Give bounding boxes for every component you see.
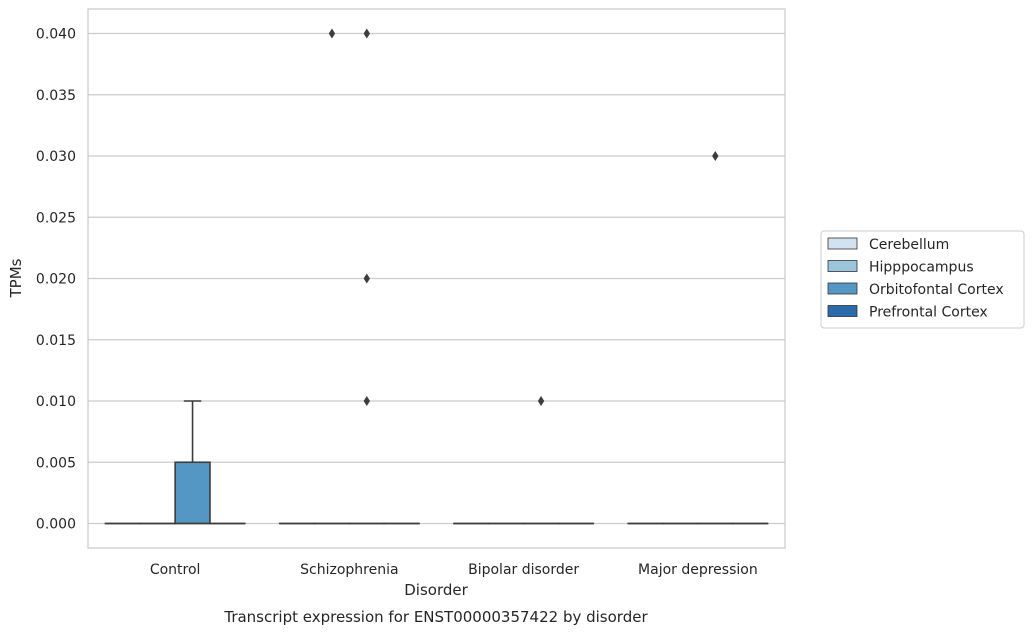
- x-tick-labels: Control Schizophrenia Bipolar disorder Majo…: [150, 562, 758, 578]
- legend-swatch: [827, 305, 858, 317]
- outlier-point: [328, 28, 336, 39]
- box-body: [174, 461, 211, 525]
- legend-frame: [820, 230, 1025, 329]
- legend-label: Hipppocampus: [869, 260, 974, 276]
- outlier-point: [537, 396, 545, 406]
- y-tick-label: 0.030: [36, 149, 76, 165]
- chart-caption: Transcript expression for ENST0000035742…: [223, 608, 648, 626]
- y-tick-label: 0.000: [36, 517, 76, 533]
- y-tick-label: 0.025: [36, 210, 76, 226]
- boxes: [104, 28, 769, 525]
- x-axis-label: Disorder: [404, 581, 468, 599]
- box-orbitofontal-cortex: [522, 396, 560, 525]
- legend-label: Prefrontal Cortex: [869, 305, 988, 321]
- outlier-point: [363, 28, 370, 39]
- y-tick-labels: 0.000 0.005 0.010 0.015 0.020 0.025 0.030 0.035…: [36, 27, 76, 533]
- outlier-point: [363, 273, 370, 284]
- y-axis-label: TPMs: [7, 258, 25, 298]
- y-tick-label: 0.035: [36, 88, 76, 104]
- x-tick-label: Bipolar disorder: [468, 562, 579, 578]
- legend-swatch: [827, 237, 858, 250]
- legend-swatch: [827, 260, 858, 272]
- legend: Cerebellum Hipppocampus Orbitofontal Corte…: [820, 230, 1025, 329]
- legend-label: Orbitofontal Cortex: [869, 282, 1004, 298]
- outlier-point: [712, 151, 719, 161]
- x-tick-label: Schizophrenia: [300, 562, 398, 578]
- plot-frame: [87, 8, 786, 549]
- x-tick-label: Major depression: [638, 562, 758, 578]
- y-tick-label: 0.020: [36, 272, 76, 288]
- x-tick-label: Control: [150, 562, 201, 578]
- legend-label: Cerebellum: [869, 237, 949, 253]
- y-tick-label: 0.040: [36, 27, 76, 43]
- legend-swatch: [827, 282, 858, 295]
- y-tick-label: 0.005: [36, 455, 76, 471]
- box-orbitofontal-cortex: [174, 400, 211, 525]
- outlier-point: [363, 396, 370, 406]
- box-orbitofontal-cortex: [697, 151, 734, 525]
- y-tick-label: 0.015: [36, 333, 76, 349]
- box-hipppocampus: [313, 28, 351, 525]
- box-orbitofontal-cortex: [348, 28, 386, 525]
- y-tick-label: 0.010: [36, 394, 76, 410]
